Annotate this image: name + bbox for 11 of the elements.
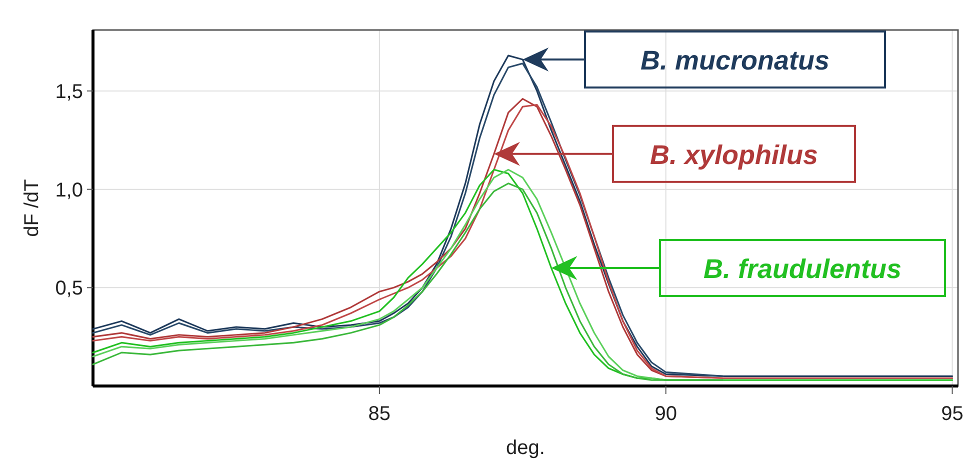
legend-label: B. fraudulentus [703, 254, 902, 284]
y-tick-label: 1,0 [55, 179, 83, 202]
x-tick-label: 90 [654, 403, 677, 425]
y-tick-label: 1,5 [55, 80, 83, 103]
x-tick-label: 85 [368, 403, 391, 425]
y-axis-title: dF /dT [21, 179, 43, 237]
legend-label: B. xylophilus [650, 140, 818, 170]
x-axis-title: deg. [506, 437, 545, 459]
x-tick-label: 95 [941, 403, 964, 425]
y-tick-label: 0,5 [55, 278, 83, 300]
legend-label: B. mucronatus [640, 46, 830, 76]
